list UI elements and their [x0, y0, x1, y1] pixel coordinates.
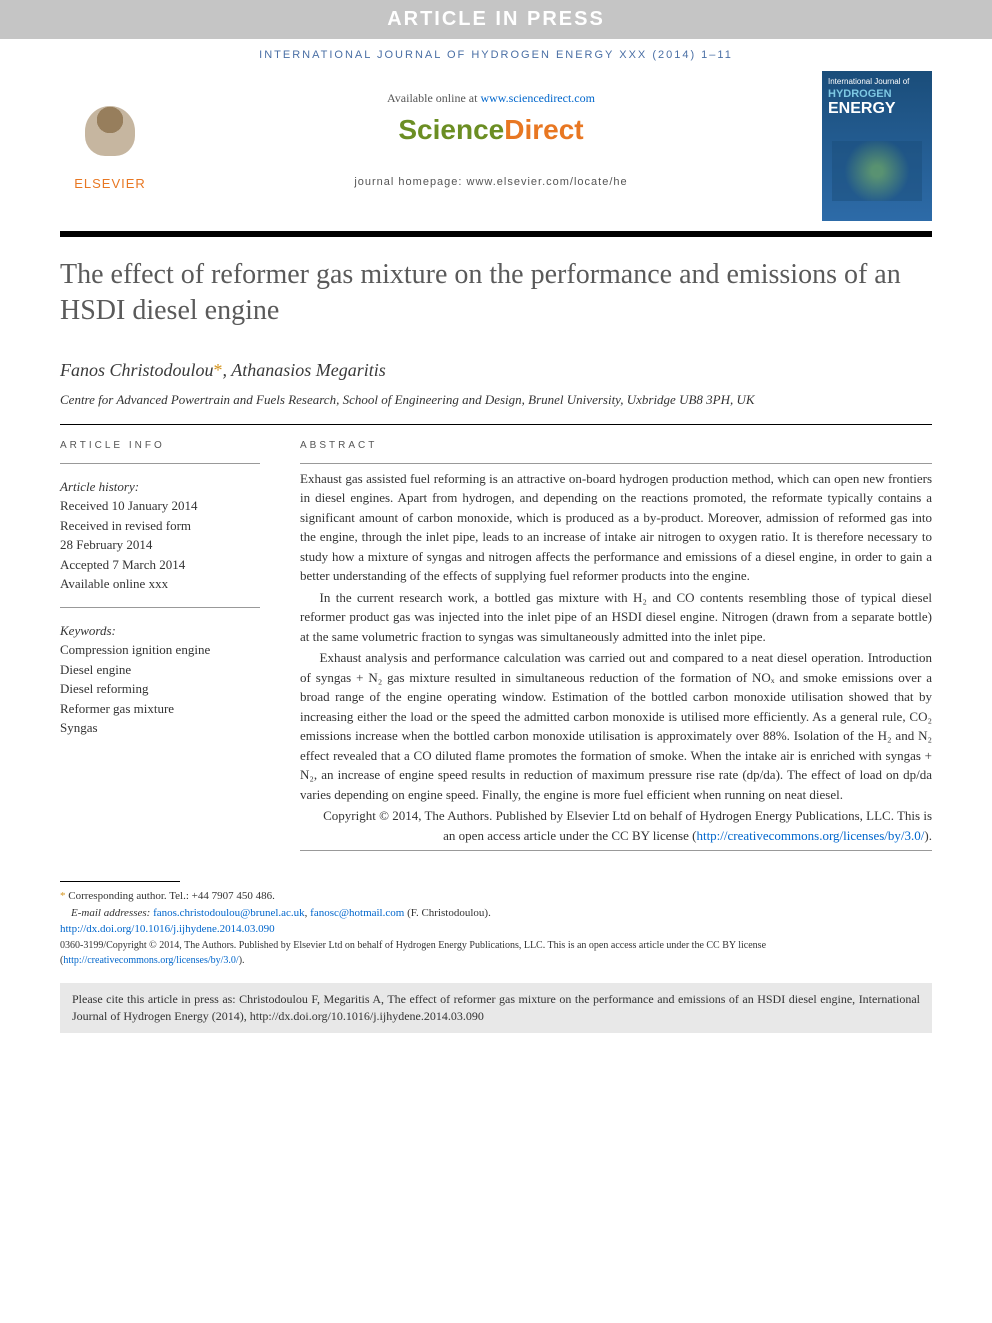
issn-copyright-line: 0360-3199/Copyright © 2014, The Authors.… — [60, 938, 932, 968]
available-prefix: Available online at — [387, 91, 480, 105]
thick-rule-top — [60, 231, 932, 237]
cover-energy: ENERGY — [828, 100, 926, 118]
author-2[interactable]: Athanasios Megaritis — [231, 360, 386, 380]
keywords-label: Keywords: — [60, 621, 260, 641]
abstract-bottom-divider — [300, 850, 932, 851]
corresponding-author-line: * Corresponding author. Tel.: +44 7907 4… — [60, 888, 932, 905]
doi-link[interactable]: http://dx.doi.org/10.1016/j.ijhydene.201… — [60, 923, 275, 935]
info-divider-1 — [60, 463, 260, 464]
footnote-divider — [60, 881, 180, 882]
sd-science: Science — [398, 114, 504, 145]
corr-star: * — [60, 890, 68, 902]
keyword-1: Compression ignition engine — [60, 640, 260, 660]
journal-cover-thumbnail[interactable]: International Journal of HYDROGEN ENERGY — [822, 71, 932, 221]
footnotes-block: * Corresponding author. Tel.: +44 7907 4… — [0, 871, 992, 978]
abstract-copyright: Copyright © 2014, The Authors. Published… — [300, 806, 932, 845]
corresponding-marker: * — [214, 360, 223, 380]
keyword-3: Diesel reforming — [60, 679, 260, 699]
email-label: E-mail addresses: — [71, 907, 153, 919]
keyword-4: Reformer gas mixture — [60, 699, 260, 719]
keywords-block: Keywords: Compression ignition engine Di… — [60, 613, 260, 746]
revised-line-1: Received in revised form — [60, 516, 260, 536]
issn-text-b: ). — [239, 955, 245, 966]
email-line: E-mail addresses: fanos.christodoulou@br… — [60, 905, 932, 922]
article-title: The effect of reformer gas mixture on th… — [0, 247, 992, 340]
journal-reference-line: INTERNATIONAL JOURNAL OF HYDROGEN ENERGY… — [0, 39, 992, 71]
history-label: Article history: — [60, 477, 260, 497]
sciencedirect-link[interactable]: www.sciencedirect.com — [480, 91, 595, 105]
email-2-link[interactable]: fanosc@hotmail.com — [310, 907, 404, 919]
accepted-date: Accepted 7 March 2014 — [60, 555, 260, 575]
email-1-link[interactable]: fanos.christodoulou@brunel.ac.uk — [153, 907, 305, 919]
header-block: ELSEVIER Available online at www.science… — [0, 71, 992, 221]
email-suffix: (F. Christodoulou). — [404, 907, 491, 919]
available-online-line: Available online at www.sciencedirect.co… — [180, 91, 802, 106]
cover-hydrogen: HYDROGEN — [828, 88, 926, 100]
available-online: Available online xxx — [60, 574, 260, 594]
abstract-text: Exhaust gas assisted fuel reforming is a… — [300, 469, 932, 846]
abstract-p1: Exhaust gas assisted fuel reforming is a… — [300, 469, 932, 586]
content-row: ARTICLE INFO Article history: Received 1… — [0, 425, 992, 872]
abstract-column: ABSTRACT Exhaust gas assisted fuel refor… — [300, 440, 932, 857]
abstract-heading: ABSTRACT — [300, 440, 932, 451]
elsevier-logo[interactable]: ELSEVIER — [60, 71, 160, 191]
info-divider-2 — [60, 607, 260, 608]
affiliation: Centre for Advanced Powertrain and Fuels… — [0, 386, 992, 424]
abstract-p3: Exhaust analysis and performance calcula… — [300, 648, 932, 804]
article-info-heading: ARTICLE INFO — [60, 440, 260, 451]
copyright-text-b: ). — [924, 828, 932, 843]
author-1[interactable]: Fanos Christodoulou — [60, 360, 214, 380]
journal-homepage-line: journal homepage: www.elsevier.com/locat… — [180, 176, 802, 188]
corr-tel: Tel.: +44 7907 450 486. — [167, 890, 275, 902]
issn-cc-link[interactable]: http://creativecommons.org/licenses/by/3… — [63, 955, 238, 966]
revised-line-2: 28 February 2014 — [60, 535, 260, 555]
article-in-press-banner: ARTICLE IN PRESS — [0, 0, 992, 39]
cover-supertitle: International Journal of — [828, 77, 926, 86]
received-date: Received 10 January 2014 — [60, 496, 260, 516]
cover-graphic — [832, 141, 922, 201]
elsevier-tree-icon — [75, 96, 145, 176]
citation-box: Please cite this article in press as: Ch… — [60, 983, 932, 1033]
corr-label-text: Corresponding author. — [68, 890, 166, 902]
article-info-sidebar: ARTICLE INFO Article history: Received 1… — [60, 440, 260, 857]
header-center: Available online at www.sciencedirect.co… — [180, 71, 802, 188]
cc-license-link[interactable]: http://creativecommons.org/licenses/by/3… — [696, 828, 924, 843]
abstract-divider — [300, 463, 932, 464]
article-history-block: Article history: Received 10 January 201… — [60, 469, 260, 602]
abstract-p2: In the current research work, a bottled … — [300, 588, 932, 647]
doi-line: http://dx.doi.org/10.1016/j.ijhydene.201… — [60, 921, 932, 938]
keyword-2: Diesel engine — [60, 660, 260, 680]
sd-direct: Direct — [504, 114, 583, 145]
sciencedirect-logo[interactable]: ScienceDirect — [180, 114, 802, 146]
elsevier-text: ELSEVIER — [74, 176, 146, 191]
keyword-5: Syngas — [60, 718, 260, 738]
author-list: Fanos Christodoulou*, Athanasios Megarit… — [0, 340, 992, 386]
